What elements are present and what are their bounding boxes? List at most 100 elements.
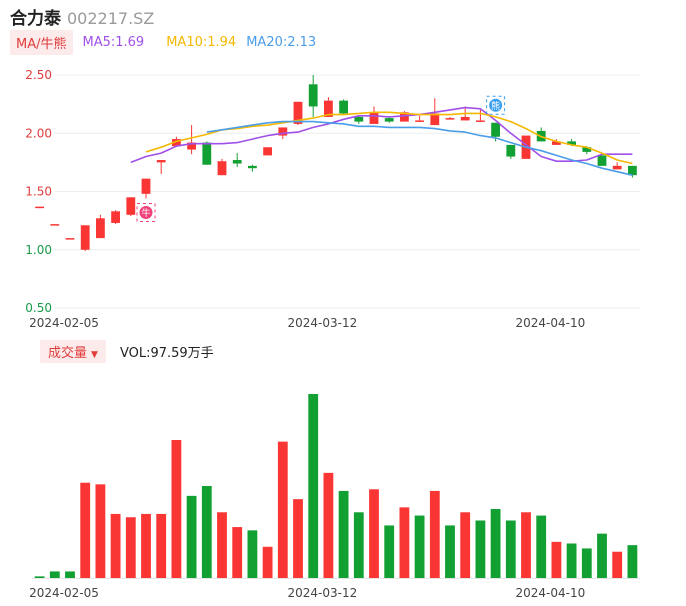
- volume-value: VOL:97.59万手: [119, 345, 214, 361]
- volume-bar: [262, 546, 273, 578]
- candle-body: [65, 238, 75, 240]
- candle-body: [111, 211, 121, 223]
- volume-bar: [186, 495, 197, 578]
- candle: [612, 162, 622, 170]
- volume-bar: [597, 533, 607, 578]
- volume-bar: [521, 512, 531, 578]
- volume-bar: [201, 486, 212, 578]
- candle-body: [612, 165, 622, 170]
- volume-bar: [369, 489, 379, 578]
- candle-body: [475, 120, 485, 122]
- candle-body: [491, 122, 501, 137]
- candle-body: [293, 101, 303, 124]
- price-tick-label: 2.50: [25, 68, 52, 82]
- candle: [506, 144, 516, 159]
- candle-body: [95, 218, 105, 239]
- bear-marker-text: 熊: [491, 100, 500, 112]
- volume-date-tick-label: 2024-02-05: [29, 586, 99, 600]
- candle: [308, 75, 318, 117]
- price-tick-label: 1.50: [25, 185, 52, 199]
- volume-bar: [49, 571, 60, 578]
- volume-bar: [232, 527, 243, 578]
- ma10-label: MA10:1.94: [166, 34, 237, 50]
- candle-body: [582, 147, 592, 152]
- candle: [445, 116, 455, 120]
- candle-body: [567, 141, 577, 145]
- candle: [65, 238, 75, 240]
- candle-body: [384, 118, 394, 122]
- volume-bar: [247, 530, 258, 578]
- candle: [232, 153, 242, 168]
- candle-body: [217, 161, 227, 176]
- volume-bar: [627, 545, 638, 578]
- bull-marker-dot: [139, 205, 153, 219]
- candle: [475, 109, 485, 122]
- candle-body: [263, 147, 273, 156]
- candle-body: [247, 165, 257, 169]
- candle-body: [627, 165, 637, 176]
- volume-bar: [475, 520, 486, 578]
- volume-bar: [505, 520, 516, 578]
- volume-bar: [445, 525, 455, 578]
- ma-toggle-button[interactable]: MA/牛熊: [10, 29, 73, 55]
- bear-marker-dot: [489, 98, 503, 112]
- stock-header: 合力泰 002217.SZ: [10, 4, 154, 29]
- candle-body: [399, 112, 409, 122]
- ma-line-ma5: [130, 106, 633, 164]
- volume-bar: [80, 482, 91, 578]
- candle: [50, 224, 60, 226]
- candle-body: [80, 225, 90, 250]
- volume-bar: [323, 472, 334, 578]
- volume-date-tick-label: 2024-04-10: [516, 586, 586, 600]
- volume-bar: [460, 512, 471, 578]
- candle: [247, 164, 257, 172]
- volume-bar: [429, 490, 440, 578]
- volume-bar: [566, 543, 577, 578]
- candle-body: [369, 112, 379, 124]
- price-tick-label: 0.50: [25, 301, 52, 315]
- candle-body: [202, 142, 212, 165]
- candle: [156, 160, 166, 175]
- candle-body: [506, 144, 516, 157]
- volume-bar: [536, 515, 547, 578]
- candle: [597, 155, 607, 166]
- candle: [202, 141, 212, 165]
- candle: [263, 147, 273, 156]
- candle: [217, 158, 227, 176]
- volume-bar: [110, 513, 121, 578]
- date-tick-label: 2024-02-05: [29, 316, 99, 330]
- candle: [384, 116, 394, 123]
- candle: [627, 165, 637, 178]
- candle-body: [551, 141, 561, 145]
- volume-bar: [293, 499, 303, 578]
- ma5-label: MA5:1.69: [82, 34, 145, 50]
- volume-bar: [338, 490, 349, 578]
- volume-toggle-button[interactable]: 成交量 ▼: [40, 339, 106, 363]
- volume-bar: [551, 541, 562, 578]
- date-tick-label: 2024-04-10: [516, 316, 586, 330]
- candle-body: [354, 116, 364, 122]
- volume-bar: [171, 440, 182, 578]
- bear-marker-frame: [486, 95, 506, 115]
- ma20-label: MA20:2.13: [246, 34, 317, 50]
- volume-toggle-label: 成交量: [48, 345, 88, 361]
- stock-name: 合力泰: [10, 9, 61, 29]
- candle-body: [308, 84, 318, 107]
- candle: [354, 115, 364, 124]
- candle: [80, 225, 90, 251]
- volume-bar: [384, 525, 395, 578]
- candle: [95, 214, 105, 239]
- date-tick-label: 2024-03-12: [288, 316, 358, 330]
- bull-marker-text: 牛: [141, 207, 150, 219]
- bull-marker: 牛: [136, 202, 156, 222]
- candle-body: [323, 100, 333, 117]
- volume-bar: [65, 571, 75, 578]
- candle: [339, 99, 349, 115]
- candle-body: [597, 155, 607, 166]
- ma-legend: MA/牛熊 MA5:1.69 MA10:1.94 MA20:2.13: [10, 29, 317, 55]
- candle-body: [232, 160, 242, 164]
- volume-bar: [581, 548, 592, 578]
- candle-body: [445, 118, 455, 120]
- candle-body: [415, 120, 425, 122]
